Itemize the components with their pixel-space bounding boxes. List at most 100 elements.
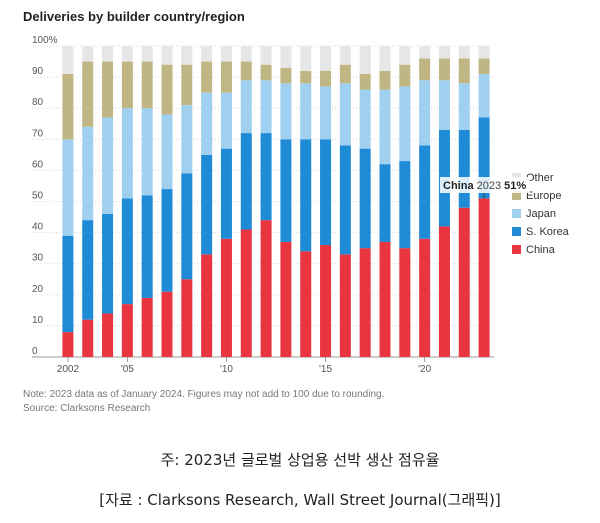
- bar-segment-europe-2010: [220, 61, 232, 93]
- legend-label: China: [526, 244, 556, 256]
- bar-segment-s-korea-2015: [320, 139, 332, 246]
- bar-segment-s-korea-2018: [379, 164, 391, 242]
- y-axis-ticks: 100% 90 80 70 60 50 40 30 20 10 0: [32, 35, 58, 357]
- bar-segment-other-2002: [62, 46, 74, 74]
- bar-segment-china-2017: [359, 248, 371, 357]
- y-tick-label: 30: [32, 253, 44, 264]
- bar-segment-japan-2020: [419, 80, 431, 146]
- bar-segment-s-korea-2010: [220, 148, 232, 239]
- bar-segment-japan-2023: [478, 73, 490, 118]
- callout-annotation: China 2023 51%: [440, 177, 530, 199]
- bar-segment-s-korea-2002: [62, 235, 74, 333]
- bar-segment-europe-2008: [181, 64, 193, 106]
- bar-segment-europe-2011: [240, 61, 252, 81]
- bar-segment-japan-2008: [181, 105, 193, 174]
- bar-segment-europe-2004: [102, 61, 114, 118]
- bar-segment-europe-2009: [201, 61, 213, 93]
- bar-segment-japan-2013: [280, 83, 292, 140]
- bar-segment-japan-2018: [379, 89, 391, 165]
- bar-segment-china-2019: [399, 248, 411, 357]
- bar-segment-s-korea-2016: [339, 145, 351, 255]
- legend-label: Other: [526, 172, 554, 184]
- bar-segment-japan-2002: [62, 139, 74, 236]
- bar-segment-china-2013: [280, 241, 292, 357]
- caption-korean: 주: 2023년 글로벌 상업용 선박 생산 점유율: [160, 451, 440, 469]
- bar-segment-s-korea-2019: [399, 161, 411, 249]
- bar-segment-europe-2016: [339, 64, 351, 84]
- bar-segment-europe-2015: [320, 70, 332, 87]
- bar-segment-other-2023: [478, 46, 490, 59]
- bar-segment-s-korea-2008: [181, 173, 193, 280]
- bar-segment-other-2017: [359, 46, 371, 74]
- x-tick-label: '20: [418, 364, 431, 375]
- bar-segment-s-korea-2009: [201, 154, 213, 255]
- y-tick-label: 10: [32, 315, 44, 326]
- bar-segment-other-2004: [102, 46, 114, 62]
- bar-segment-japan-2017: [359, 89, 371, 149]
- bar-segment-s-korea-2012: [260, 133, 272, 221]
- bar-segment-other-2005: [121, 46, 133, 62]
- bar-segment-china-2007: [161, 291, 173, 357]
- bar-segment-other-2016: [339, 46, 351, 65]
- bar-segment-japan-2007: [161, 114, 173, 190]
- legend-swatch: [512, 227, 521, 236]
- bar-segment-china-2002: [62, 332, 74, 357]
- bar-segment-s-korea-2004: [102, 213, 114, 314]
- bar-segment-s-korea-2022: [458, 129, 470, 208]
- y-tick-label: 0: [32, 346, 38, 357]
- bar-segment-europe-2005: [121, 61, 133, 109]
- bar-segment-other-2021: [438, 46, 450, 59]
- bar-segment-europe-2012: [260, 64, 272, 81]
- bar-segment-japan-2021: [438, 80, 450, 130]
- bar-segment-china-2004: [102, 313, 114, 357]
- bar-segment-japan-2010: [220, 92, 232, 149]
- bar-segment-china-2012: [260, 220, 272, 357]
- bar-segment-japan-2005: [121, 108, 133, 199]
- bar-segment-japan-2019: [399, 86, 411, 162]
- bar-segment-china-2010: [220, 238, 232, 357]
- bar-segment-other-2014: [300, 46, 312, 71]
- x-tick-label: '05: [121, 364, 134, 375]
- bar-segment-other-2010: [220, 46, 232, 62]
- bar-segment-other-2013: [280, 46, 292, 68]
- bar-segment-other-2019: [399, 46, 411, 65]
- legend-swatch: [512, 245, 521, 254]
- bar-segment-europe-2002: [62, 73, 74, 140]
- bar-segment-china-2022: [458, 207, 470, 357]
- bar-segment-other-2006: [141, 46, 153, 62]
- bar-segment-europe-2021: [438, 58, 450, 81]
- x-axis-ticks: 2002 '05 '10 '15 '20: [57, 357, 432, 375]
- bar-segment-china-2014: [300, 251, 312, 357]
- bar-segment-europe-2018: [379, 70, 391, 90]
- legend-label: Japan: [526, 208, 556, 220]
- bar-segment-china-2020: [419, 238, 431, 357]
- bar-segment-s-korea-2006: [141, 195, 153, 298]
- bar-segment-europe-2007: [161, 64, 173, 115]
- bar-segment-other-2008: [181, 46, 193, 65]
- bar-segment-other-2009: [201, 46, 213, 62]
- bar-segment-europe-2017: [359, 73, 371, 90]
- bars: [62, 46, 490, 357]
- y-tick-label: 70: [32, 128, 44, 139]
- caption-source: [자료 : Clarksons Research, Wall Street Jo…: [99, 491, 501, 509]
- bar-segment-japan-2009: [201, 92, 213, 155]
- bar-segment-china-2015: [320, 245, 332, 357]
- bar-segment-s-korea-2007: [161, 189, 173, 292]
- bar-segment-europe-2013: [280, 67, 292, 84]
- bar-segment-japan-2006: [141, 108, 153, 196]
- bar-segment-other-2011: [240, 46, 252, 62]
- bar-segment-other-2018: [379, 46, 391, 71]
- bar-segment-other-2015: [320, 46, 332, 71]
- x-tick-label: '15: [319, 364, 332, 375]
- bar-segment-japan-2012: [260, 80, 272, 134]
- bar-segment-japan-2014: [300, 83, 312, 140]
- bar-segment-other-2022: [458, 46, 470, 59]
- y-tick-label: 80: [32, 97, 44, 108]
- bar-segment-europe-2006: [141, 61, 153, 109]
- bar-segment-europe-2019: [399, 64, 411, 87]
- legend-swatch: [512, 209, 521, 218]
- bar-segment-japan-2022: [458, 83, 470, 130]
- legend-label: S. Korea: [526, 226, 570, 238]
- bar-segment-japan-2016: [339, 83, 351, 146]
- bar-segment-japan-2011: [240, 80, 252, 134]
